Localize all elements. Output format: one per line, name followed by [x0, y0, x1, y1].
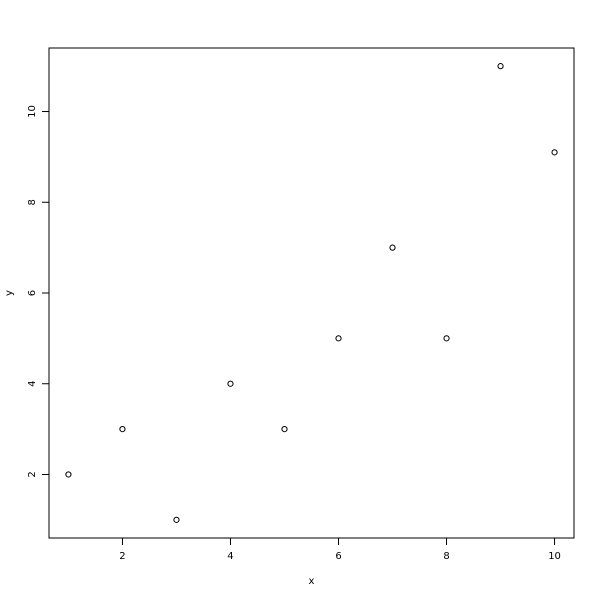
data-point	[443, 335, 450, 342]
data-point	[281, 426, 288, 433]
x-axis-label: x	[309, 576, 315, 587]
data-point	[173, 516, 180, 523]
data-point	[551, 149, 558, 156]
data-point	[497, 63, 504, 70]
y-tick-label: 8	[27, 199, 38, 205]
data-point	[119, 426, 126, 433]
y-tick-label: 2	[27, 471, 38, 477]
x-tick-label: 6	[335, 551, 341, 562]
x-tick-label: 8	[443, 551, 449, 562]
data-point	[65, 471, 72, 478]
plot-box	[48, 47, 575, 539]
y-tick-label: 10	[27, 105, 38, 118]
data-point	[335, 335, 342, 342]
data-point	[389, 244, 396, 251]
x-tick-label: 2	[119, 551, 125, 562]
x-tick-label: 4	[227, 551, 233, 562]
data-point	[227, 380, 234, 387]
y-tick-label: 4	[27, 381, 38, 387]
y-tick-label: 6	[27, 290, 38, 296]
x-tick-label: 10	[548, 551, 561, 562]
y-axis-label: y	[4, 290, 15, 296]
